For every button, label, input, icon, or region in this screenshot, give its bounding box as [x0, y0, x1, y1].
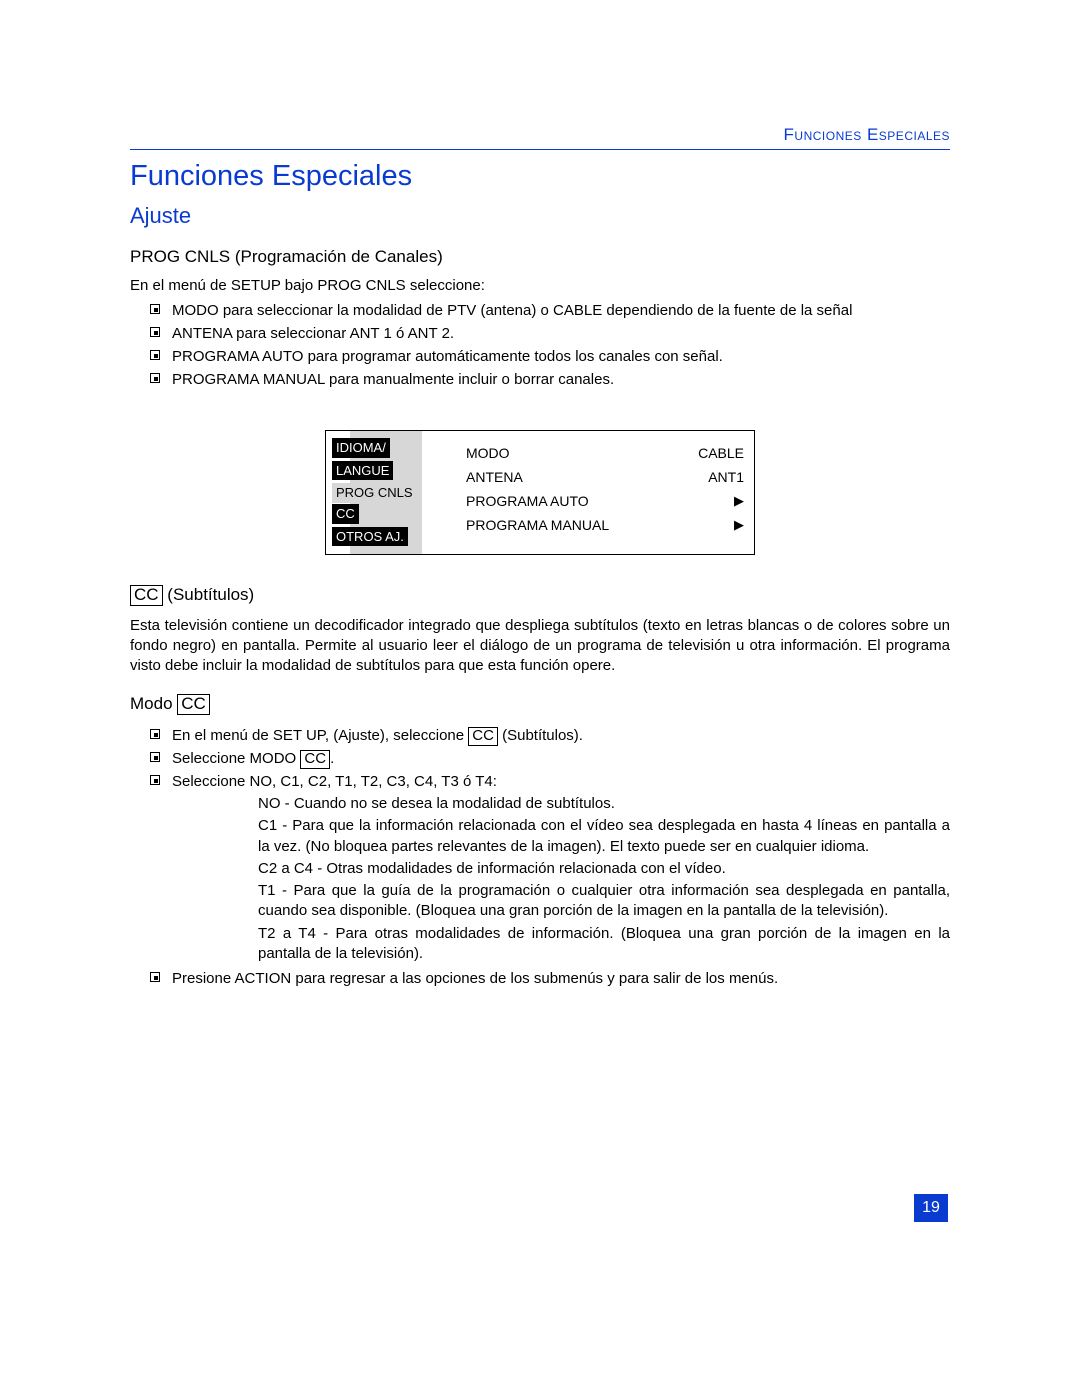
cc-option-t1: T1 - Para que la guía de la programación… [258, 881, 950, 922]
heading-modo-cc: Modo CC [130, 694, 950, 715]
modo-cc-bullets-2: Presione ACTION para regresar a las opci… [150, 968, 950, 989]
osd-row-label: MODO [466, 443, 510, 464]
cc-box-icon: CC [130, 585, 163, 606]
prog-cnls-bullets: MODO para seleccionar la modalidad de PT… [150, 300, 950, 390]
bullet-text: Seleccione MODO CC. [172, 748, 950, 769]
checkbox-icon [150, 972, 160, 982]
osd-item-otros: OTROS AJ. [332, 527, 408, 547]
osd-row-value: CABLE [698, 443, 744, 464]
osd-row: PROGRAMA MANUAL ▶ [466, 515, 744, 536]
cc-box-icon: CC [177, 694, 210, 715]
header-section-label: Funciones Especiales [784, 125, 950, 144]
osd-left-column: IDIOMA/ LANGUE PROG CNLS CC OTROS AJ. [326, 431, 456, 554]
osd-row: MODO CABLE [466, 443, 744, 464]
list-item: Presione ACTION para regresar a las opci… [150, 968, 950, 989]
osd-right-column: MODO CABLE ANTENA ANT1 PROGRAMA AUTO ▶ P… [456, 431, 754, 554]
bullet-text: PROGRAMA AUTO para programar automáticam… [172, 346, 950, 367]
section-title-ajuste: Ajuste [130, 203, 950, 229]
bullet-text: PROGRAMA MANUAL para manualmente incluir… [172, 369, 950, 390]
bullet-text: MODO para seleccionar la modalidad de PT… [172, 300, 950, 321]
checkbox-icon [150, 752, 160, 762]
checkbox-icon [150, 304, 160, 314]
triangle-right-icon: ▶ [734, 515, 744, 536]
checkbox-icon [150, 373, 160, 383]
list-item: PROGRAMA AUTO para programar automáticam… [150, 346, 950, 367]
prog-cnls-intro: En el menú de SETUP bajo PROG CNLS selec… [130, 277, 950, 294]
osd-row-label: ANTENA [466, 467, 523, 488]
cc-subt-label: (Subtítulos) [163, 585, 255, 604]
checkbox-icon [150, 729, 160, 739]
checkbox-icon [150, 350, 160, 360]
bullet-text: Seleccione NO, C1, C2, T1, T2, C3, C4, T… [172, 771, 950, 792]
osd-item-idioma: IDIOMA/ [332, 438, 390, 458]
header-rule: Funciones Especiales [130, 125, 950, 150]
heading-cc-subtitulos: CC (Subtítulos) [130, 585, 950, 606]
osd-row: ANTENA ANT1 [466, 467, 744, 488]
checkbox-icon [150, 775, 160, 785]
bullet-text: En el menú de SET UP, (Ajuste), seleccio… [172, 725, 950, 746]
checkbox-icon [150, 327, 160, 337]
page-number: 19 [922, 1199, 940, 1217]
osd-row: PROGRAMA AUTO ▶ [466, 491, 744, 512]
list-item: En el menú de SET UP, (Ajuste), seleccio… [150, 725, 950, 746]
cc-option-c1: C1 - Para que la información relacionada… [258, 816, 950, 857]
modo-cc-bullets: En el menú de SET UP, (Ajuste), seleccio… [150, 725, 950, 792]
list-item: PROGRAMA MANUAL para manualmente incluir… [150, 369, 950, 390]
cc-paragraph: Esta televisión contiene un decodificado… [130, 616, 950, 677]
cc-option-c2c4: C2 a C4 - Otras modalidades de informaci… [258, 859, 950, 879]
cc-box-icon: CC [468, 727, 498, 746]
page-content: Funciones Especiales Funciones Especiale… [130, 125, 950, 991]
osd-menu: IDIOMA/ LANGUE PROG CNLS CC OTROS AJ. MO… [325, 430, 755, 555]
bullet-text: Presione ACTION para regresar a las opci… [172, 968, 950, 989]
osd-item-cc: CC [332, 504, 359, 524]
osd-row-value: ANT1 [708, 467, 744, 488]
cc-option-no: NO - Cuando no se desea la modalidad de … [258, 794, 950, 814]
cc-box-icon: CC [300, 750, 330, 769]
osd-item-langue: LANGUE [332, 461, 393, 481]
page-title-h1: Funciones Especiales [130, 160, 950, 193]
list-item: ANTENA para seleccionar ANT 1 ó ANT 2. [150, 323, 950, 344]
heading-prog-cnls: PROG CNLS (Programación de Canales) [130, 247, 950, 267]
list-item: Seleccione NO, C1, C2, T1, T2, C3, C4, T… [150, 771, 950, 792]
osd-row-label: PROGRAMA MANUAL [466, 515, 609, 536]
list-item: MODO para seleccionar la modalidad de PT… [150, 300, 950, 321]
list-item: Seleccione MODO CC. [150, 748, 950, 769]
osd-menu-figure: IDIOMA/ LANGUE PROG CNLS CC OTROS AJ. MO… [325, 430, 755, 555]
osd-row-label: PROGRAMA AUTO [466, 491, 589, 512]
cc-option-t2t4: T2 a T4 - Para otras modalidades de info… [258, 924, 950, 965]
modo-label: Modo [130, 694, 177, 713]
bullet-text: ANTENA para seleccionar ANT 1 ó ANT 2. [172, 323, 950, 344]
osd-item-prog-cnls: PROG CNLS [332, 483, 417, 503]
page-number-badge: 19 [914, 1194, 948, 1222]
triangle-right-icon: ▶ [734, 491, 744, 512]
